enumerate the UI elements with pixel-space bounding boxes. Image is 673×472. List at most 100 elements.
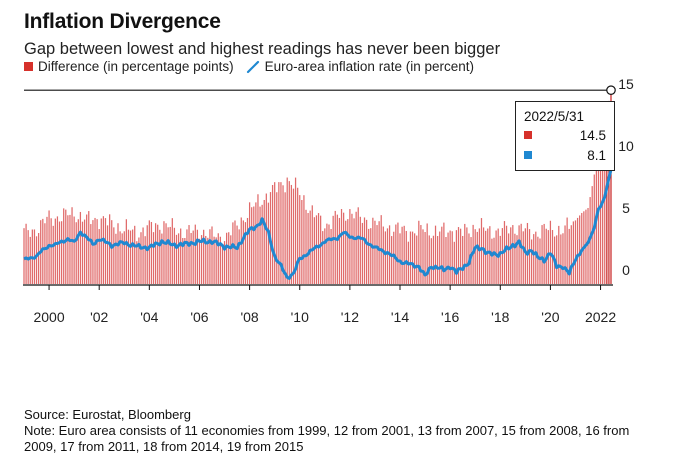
- bar: [203, 229, 205, 284]
- bar: [439, 231, 441, 284]
- bar: [63, 208, 65, 284]
- bar: [90, 224, 92, 284]
- bar: [280, 182, 282, 284]
- bar: [288, 181, 290, 284]
- bar: [65, 209, 67, 284]
- bar: [234, 220, 236, 284]
- tooltip-date: 2022/5/31: [524, 109, 585, 124]
- bar: [556, 235, 558, 284]
- bar: [132, 229, 134, 284]
- bar: [409, 231, 412, 284]
- bar: [69, 214, 71, 284]
- bar: [278, 182, 280, 284]
- bar: [401, 226, 403, 284]
- bar: [480, 218, 483, 284]
- bar: [54, 218, 56, 284]
- bar: [457, 227, 460, 284]
- bar: [510, 227, 512, 284]
- bar: [539, 238, 541, 284]
- bar: [543, 223, 545, 284]
- bar: [253, 206, 255, 284]
- bar: [223, 241, 226, 284]
- bar: [368, 228, 370, 284]
- bar: [221, 247, 224, 284]
- bar: [422, 229, 424, 284]
- tooltip-value-difference: 14.5: [579, 128, 606, 143]
- bar: [537, 236, 539, 284]
- legend: Difference (in percentage points) Euro-a…: [24, 59, 474, 74]
- bar: [315, 215, 318, 284]
- bar: [514, 233, 516, 284]
- bar: [399, 233, 401, 284]
- bar: [58, 221, 61, 284]
- bar: [558, 225, 560, 284]
- bar: [324, 228, 326, 284]
- y-tick-label: 15: [618, 76, 634, 92]
- bar: [576, 217, 579, 284]
- bar: [198, 238, 201, 284]
- bar: [449, 230, 451, 284]
- bar: [533, 234, 535, 284]
- bar: [328, 224, 330, 284]
- bar: [395, 224, 397, 284]
- bar: [261, 204, 263, 284]
- bar: [217, 233, 219, 284]
- bar: [493, 237, 495, 284]
- x-tick-label: 2000: [33, 309, 64, 325]
- bar: [393, 231, 395, 284]
- bar: [213, 236, 215, 284]
- bar: [88, 211, 90, 284]
- bar: [276, 192, 278, 284]
- bar: [340, 209, 343, 284]
- bar: [215, 237, 217, 284]
- bar: [257, 194, 259, 284]
- bar: [109, 214, 111, 284]
- bar: [182, 237, 184, 284]
- highlight-marker: [606, 85, 616, 95]
- bar: [207, 237, 209, 284]
- bar: [361, 222, 364, 284]
- bar: [297, 187, 299, 284]
- bar: [146, 225, 148, 284]
- x-tick-label: '06: [190, 309, 208, 325]
- bar: [121, 233, 123, 284]
- bar: [251, 207, 253, 284]
- bar: [148, 220, 150, 284]
- source-note: Source: Eurostat, Bloomberg: [24, 407, 191, 422]
- bar: [71, 207, 73, 284]
- bar: [102, 216, 105, 284]
- bar: [163, 221, 165, 284]
- bar: [455, 230, 458, 284]
- bar: [25, 223, 27, 284]
- bar: [142, 227, 144, 284]
- bar: [140, 232, 142, 284]
- bar: [403, 225, 405, 284]
- bar: [86, 214, 88, 284]
- bar: [587, 208, 589, 284]
- bar: [478, 228, 481, 284]
- bar: [560, 234, 562, 284]
- x-tick-label: '14: [391, 309, 409, 325]
- x-tick-label: '12: [341, 309, 359, 325]
- bar: [100, 218, 102, 284]
- bar: [411, 231, 414, 284]
- bar: [265, 193, 267, 284]
- bar: [489, 226, 491, 284]
- bar: [60, 221, 63, 284]
- bar: [175, 234, 178, 284]
- bar: [190, 232, 192, 284]
- bar: [305, 209, 307, 284]
- bar: [211, 226, 213, 284]
- x-tick-label: '08: [240, 309, 258, 325]
- bar: [606, 110, 608, 284]
- bar: [165, 223, 167, 284]
- bar: [159, 229, 161, 284]
- bar: [27, 230, 29, 284]
- bar: [248, 202, 251, 284]
- bar: [485, 230, 487, 284]
- bar: [192, 230, 194, 284]
- y-tick-label: 10: [618, 138, 634, 154]
- bar: [451, 231, 453, 284]
- bar: [209, 229, 211, 284]
- bar: [418, 220, 420, 284]
